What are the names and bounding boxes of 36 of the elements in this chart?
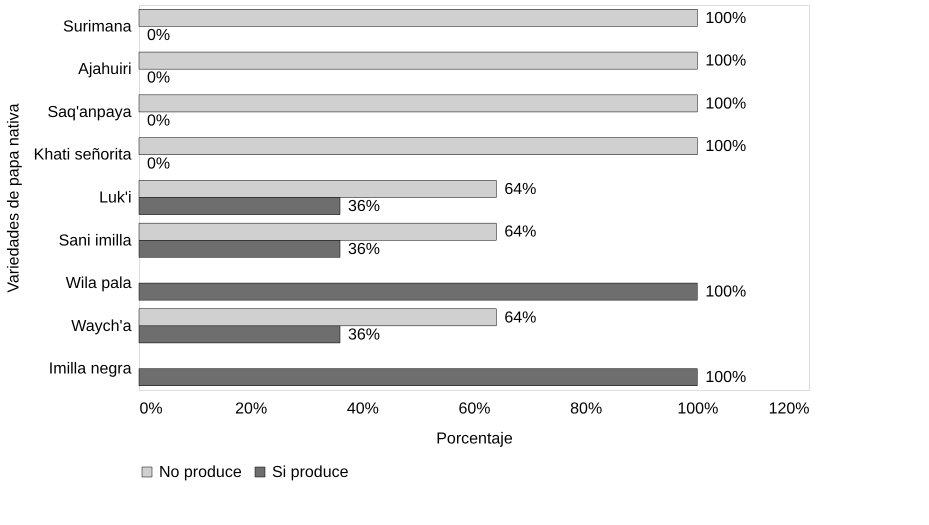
x-tick-label: 60%	[458, 400, 491, 418]
x-tick-label: 80%	[570, 400, 602, 418]
y-tick-label: Saq'anpaya	[47, 104, 132, 121]
data-label: 0%	[147, 155, 170, 172]
data-label: 100%	[705, 95, 746, 112]
data-label: 100%	[705, 52, 746, 70]
data-label: 64%	[504, 309, 536, 326]
x-tick-label: 0%	[140, 400, 163, 418]
data-label: 0%	[147, 70, 170, 87]
data-label: 100%	[705, 369, 746, 386]
data-label: 36%	[348, 198, 380, 216]
data-label: 100%	[705, 10, 746, 27]
y-tick-label: Ajahuiri	[78, 61, 132, 78]
x-tick-label: 120%	[768, 400, 810, 418]
data-label: 100%	[705, 138, 746, 156]
data-label: 36%	[348, 240, 380, 258]
legend-label: Si produce	[272, 464, 349, 481]
y-tick-label: Waych'a	[71, 318, 132, 335]
y-tick-label: Wila pala	[66, 275, 132, 292]
x-tick-label: 40%	[346, 400, 379, 418]
x-tick-label: 100%	[677, 400, 718, 418]
y-tick-label: Imilla negra	[48, 360, 132, 378]
data-label: 0%	[147, 26, 170, 44]
legend-label: No produce	[159, 464, 242, 481]
data-label: 64%	[504, 180, 536, 198]
x-axis-title: Porcentaje	[436, 430, 513, 448]
y-tick-label: Sani imilla	[58, 232, 132, 250]
data-label: 64%	[504, 224, 536, 241]
data-label: 100%	[705, 284, 746, 301]
data-label: 36%	[348, 326, 380, 344]
y-tick-label: Luk'i	[99, 190, 132, 206]
data-label: 0%	[147, 112, 170, 130]
x-tick-label: 20%	[235, 400, 268, 418]
y-axis-title: Variedades de papa nativa	[6, 103, 23, 293]
y-tick-label: Surimana	[63, 18, 132, 36]
y-tick-label: Khati señorita	[34, 146, 132, 164]
